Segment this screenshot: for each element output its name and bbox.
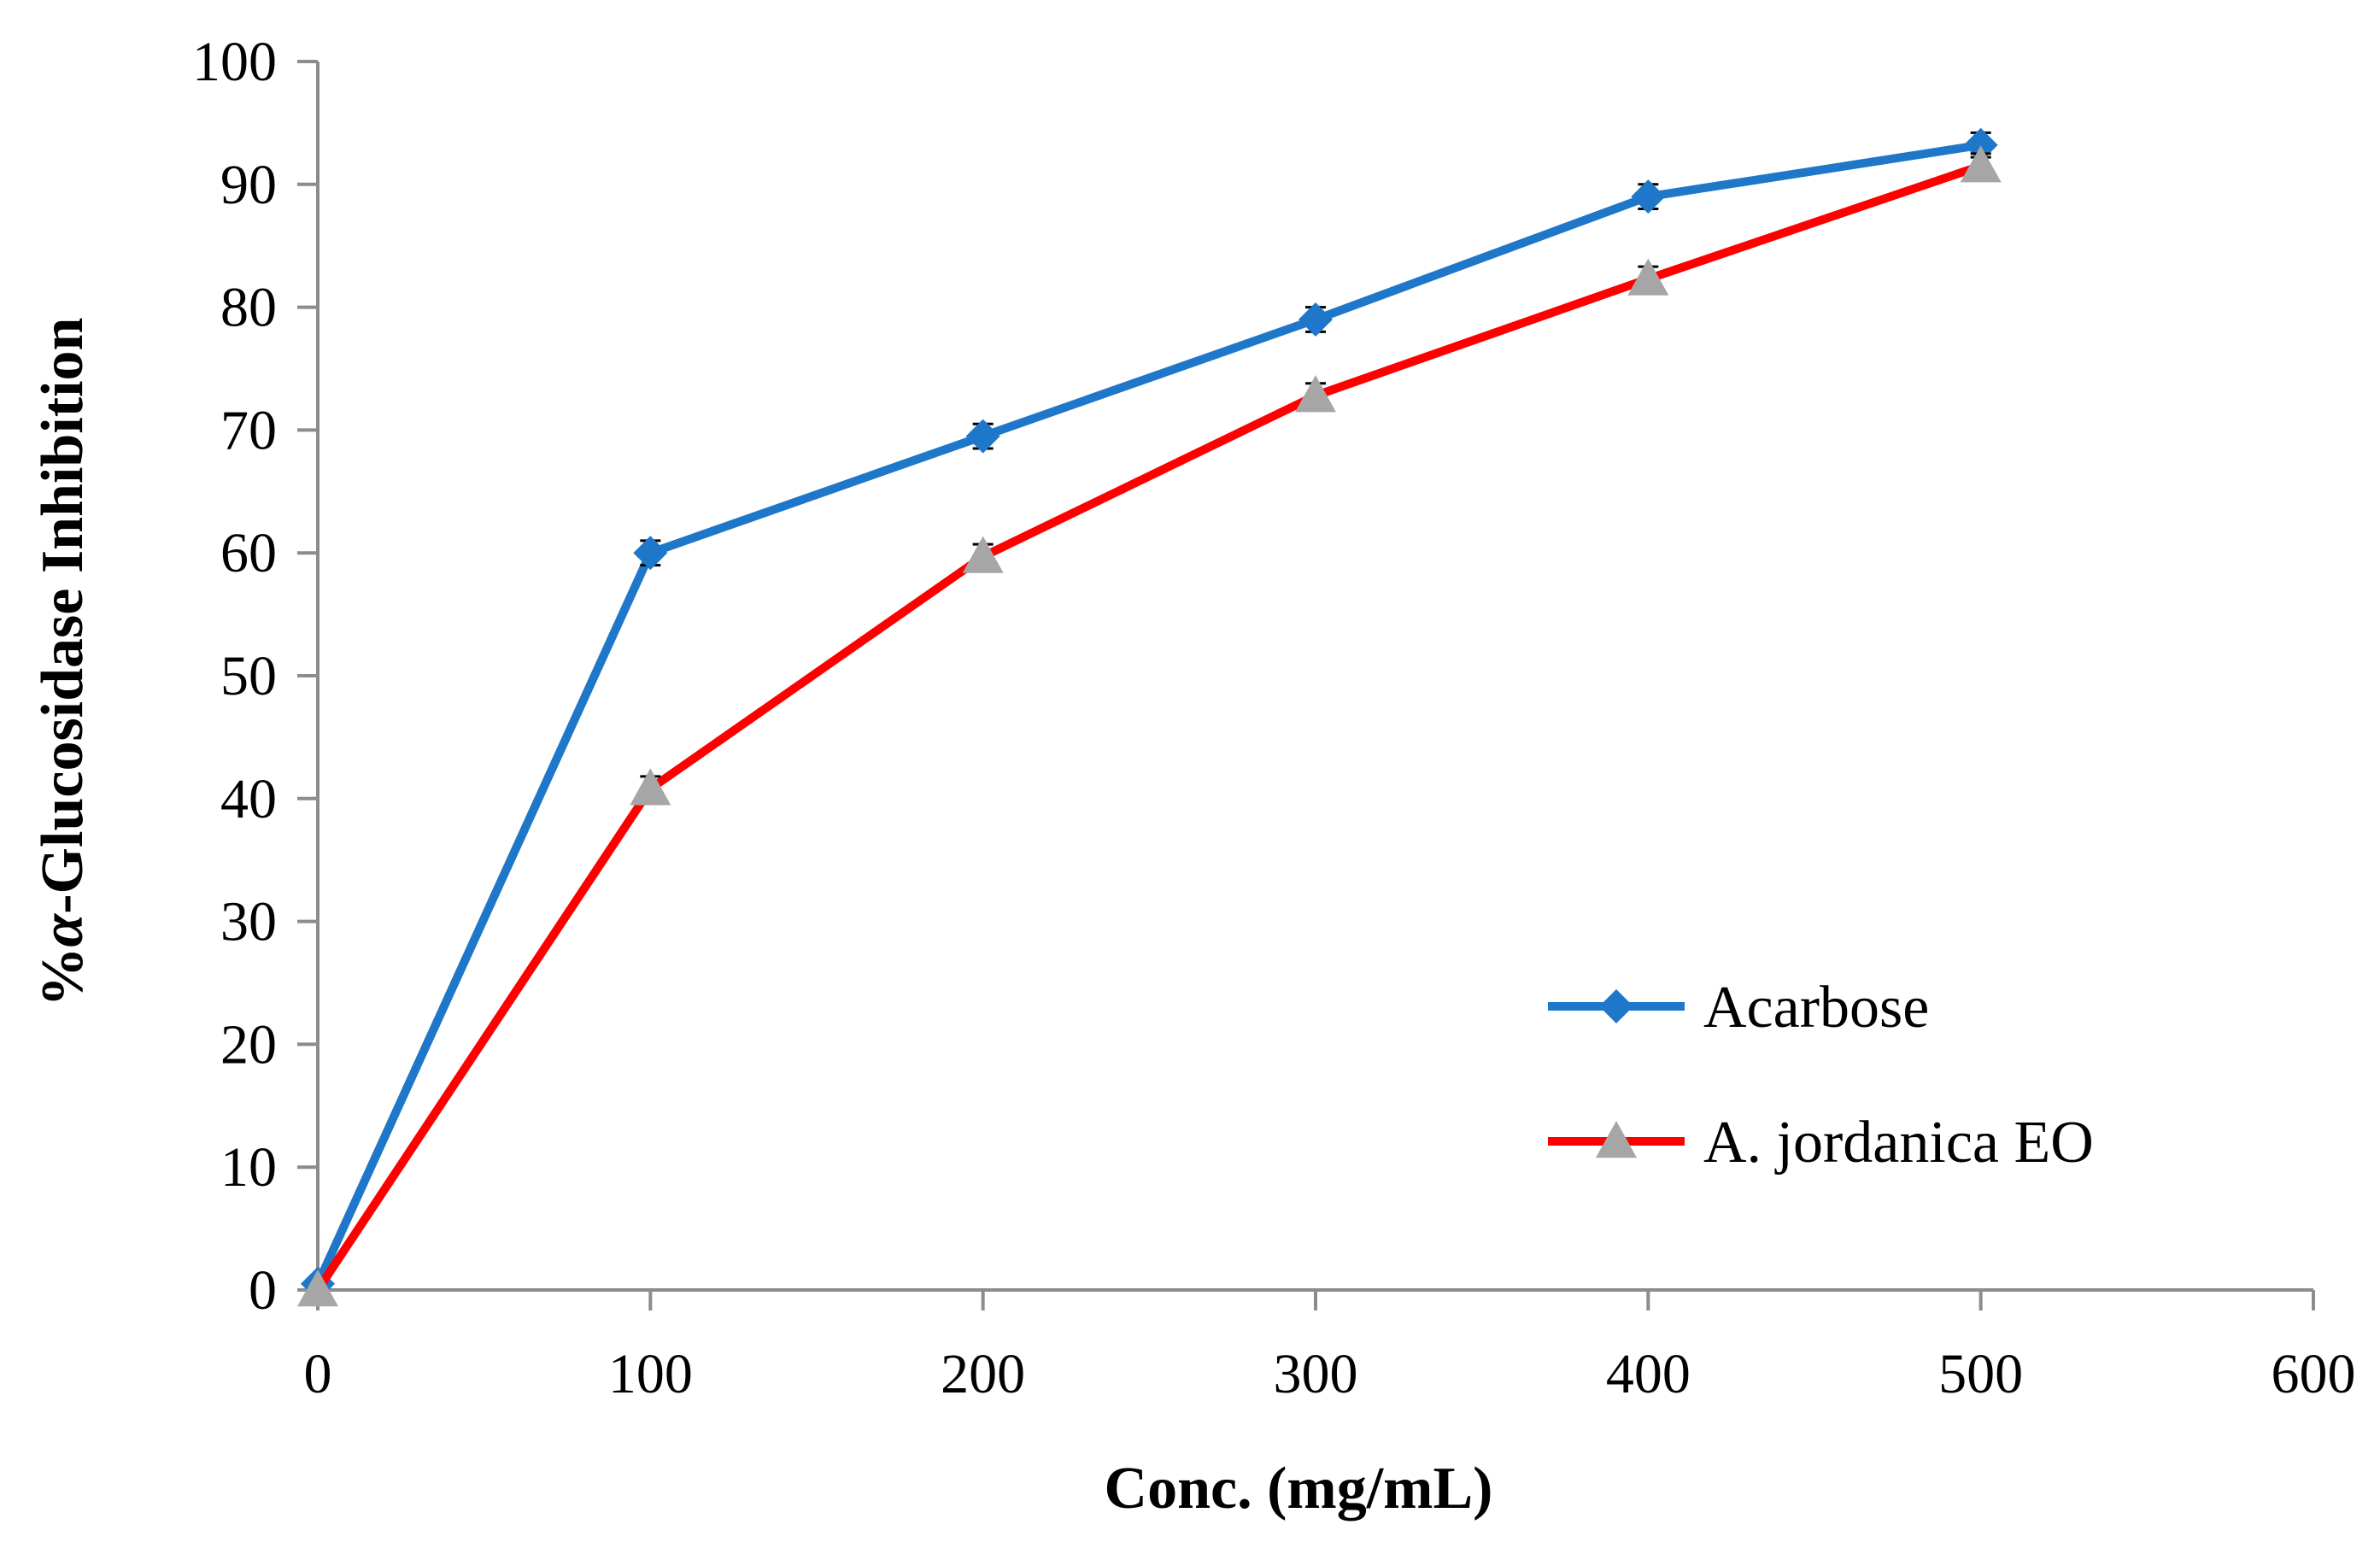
axes — [297, 60, 2315, 1310]
series-line — [314, 140, 1982, 1286]
x-tick-label: 0 — [304, 1343, 332, 1405]
y-tick-label: 0 — [249, 1259, 277, 1322]
x-tick-label: 100 — [608, 1343, 693, 1405]
data-point — [1298, 302, 1333, 337]
y-tick-label: 30 — [220, 891, 277, 953]
y-tick-label: 10 — [220, 1136, 277, 1199]
y-axis-title-greek: α — [30, 913, 96, 947]
data-point — [1631, 179, 1666, 214]
legend-item-2: A. jordanica EO — [1548, 1110, 2094, 1176]
y-axis-title: %α-Glucosidase Inhibition — [30, 318, 96, 1007]
legend-marker — [1599, 989, 1633, 1023]
x-tick-label: 200 — [941, 1343, 1025, 1405]
x-tick-label: 300 — [1274, 1343, 1358, 1405]
series — [297, 127, 2002, 1307]
legend-item-1: Acarbose — [1548, 975, 1929, 1041]
data-point — [1295, 375, 1336, 413]
series-2 — [297, 145, 2002, 1307]
data-point — [633, 536, 668, 571]
tick-labels: 0 10 20 30 40 50 60 70 80 90 100 0 100 200 300 400 500 60… — [192, 31, 2356, 1405]
data-point — [1627, 258, 1669, 296]
legend-label: A. jordanica EO — [1703, 1110, 2094, 1176]
y-tick-label: 20 — [220, 1013, 277, 1076]
legend-label: Acarbose — [1703, 975, 1929, 1041]
x-tick-label: 600 — [2272, 1343, 2356, 1405]
y-tick-label: 100 — [192, 31, 277, 93]
data-point — [965, 419, 1000, 454]
y-tick-label: 90 — [220, 154, 277, 216]
series-line — [314, 161, 1983, 1293]
legend-marker — [1596, 1121, 1637, 1158]
data-point — [630, 768, 671, 806]
x-tick-label: 400 — [1606, 1343, 1691, 1405]
legend: Acarbose A. jordanica EO — [1548, 975, 2094, 1176]
x-axis-title: Conc. (mg/mL) — [1105, 1456, 1493, 1521]
data-point — [1960, 145, 2002, 183]
y-tick-label: 50 — [220, 645, 277, 707]
y-tick-label: 40 — [220, 768, 277, 830]
y-axis-title-prefix: % — [30, 947, 96, 1007]
data-point — [297, 1269, 338, 1307]
y-tick-label: 60 — [220, 522, 277, 584]
data-point — [962, 536, 1004, 573]
x-tick-label: 500 — [1938, 1343, 2023, 1405]
y-axis-title-rest: -Glucosidase Inhibition — [30, 318, 96, 914]
y-tick-label: 80 — [220, 277, 277, 339]
y-tick-label: 70 — [220, 399, 277, 461]
